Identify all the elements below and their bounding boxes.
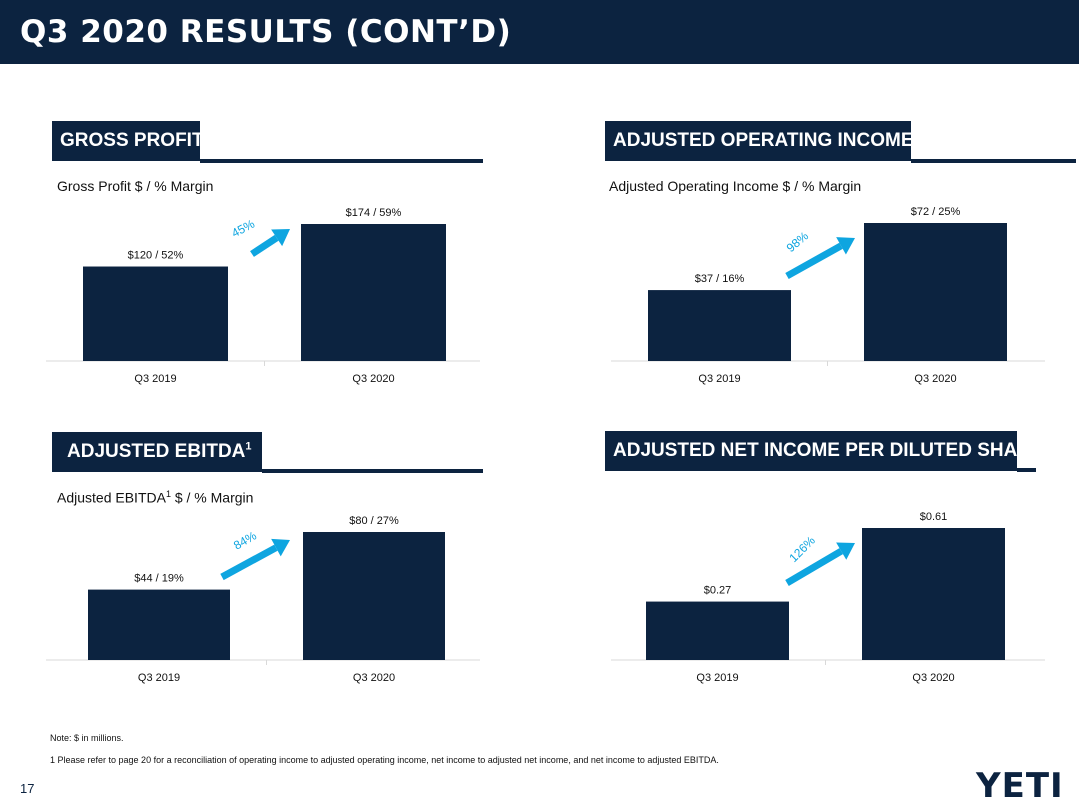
- data-label: $44 / 19%: [134, 573, 184, 585]
- bar: [83, 266, 228, 361]
- footnote-marker: 1: [1043, 439, 1050, 452]
- bar: [303, 532, 445, 660]
- panel-header-label: ADJUSTED EBITDA: [67, 441, 246, 462]
- bar: [88, 589, 230, 660]
- growth-arrow: [250, 234, 279, 257]
- footnote: 1 Please refer to page 20 for a reconcil…: [50, 755, 719, 765]
- x-tick-label: Q3 2020: [352, 373, 394, 385]
- chart-adjusted-operating-income: $37 / 16% Q3 2019 $72 / 25% Q3 2020 98%: [611, 206, 1045, 385]
- data-label: $0.27: [704, 585, 732, 597]
- x-tick-label: Q3 2020: [914, 373, 956, 385]
- bar: [301, 224, 446, 361]
- growth-arrow-head: [836, 237, 855, 255]
- x-tick-label: Q3 2019: [134, 373, 176, 385]
- data-label: $0.61: [920, 511, 948, 523]
- growth-label: 126%: [786, 533, 818, 565]
- growth-arrow: [220, 544, 278, 581]
- chart-subtitle: Adjusted EBITDA1 $ / % Margin: [57, 489, 254, 506]
- growth-arrow-head: [271, 538, 290, 557]
- data-label: $120 / 52%: [128, 250, 184, 262]
- chart-subtitle: Gross Profit $ / % Margin: [57, 178, 214, 194]
- growth-label: 45%: [229, 216, 257, 240]
- page-title: Q3 2020 RESULTS (CONT’D): [20, 14, 512, 50]
- header-rule: [200, 159, 483, 163]
- growth-label: 84%: [231, 528, 259, 552]
- growth-arrow-head: [271, 229, 290, 247]
- title-bar: Q3 2020 RESULTS (CONT’D): [0, 0, 1079, 64]
- growth-arrow: [785, 548, 843, 587]
- growth-label: 98%: [784, 229, 812, 255]
- header-rule: [262, 469, 483, 473]
- bar: [864, 223, 1007, 361]
- x-tick-label: Q3 2019: [138, 672, 180, 684]
- x-tick-label: Q3 2019: [698, 373, 740, 385]
- panel-header-adjusted-ebitda: ADJUSTED EBITDA1: [52, 432, 262, 472]
- x-tick-label: Q3 2020: [912, 672, 954, 684]
- page-number: 17: [20, 781, 35, 796]
- data-label: $72 / 25%: [911, 206, 961, 218]
- chart-adjusted-ebitda: $44 / 19% Q3 2019 $80 / 27% Q3 2020 84%: [46, 515, 480, 684]
- data-label: $174 / 59%: [346, 207, 402, 219]
- footnote-marker: 1: [245, 440, 252, 453]
- x-tick-label: Q3 2019: [696, 672, 738, 684]
- data-label: $80 / 27%: [349, 515, 399, 527]
- panel-header-gross-profit: GROSS PROFIT: [52, 121, 204, 161]
- panel-header-adjusted-net-income-per-diluted-share: ADJUSTED NET INCOME PER DILUTED SHARE1: [605, 431, 1050, 471]
- yeti-logo: YETI: [976, 766, 1064, 806]
- data-label: $37 / 16%: [695, 273, 745, 285]
- x-tick-label: Q3 2020: [353, 672, 395, 684]
- growth-arrow: [785, 242, 843, 280]
- chart-subtitle: Adjusted Operating Income $ / % Margin: [609, 178, 862, 194]
- bar: [862, 528, 1005, 660]
- footnote-marker: 1: [913, 129, 920, 142]
- panel-header-label: GROSS PROFIT: [60, 130, 204, 151]
- chart-gross-profit: $120 / 52% Q3 2019 $174 / 59% Q3 2020 45%: [46, 207, 480, 385]
- panel-header-label: ADJUSTED OPERATING INCOME: [613, 130, 914, 151]
- note: Note: $ in millions.: [50, 733, 124, 743]
- panel-header-adjusted-operating-income: ADJUSTED OPERATING INCOME1: [605, 121, 920, 161]
- header-rule: [1017, 468, 1036, 472]
- bar: [648, 290, 791, 361]
- bar: [646, 601, 789, 660]
- header-rule: [911, 159, 1076, 163]
- panel-header-label: ADJUSTED NET INCOME PER DILUTED SHARE: [613, 440, 1044, 461]
- chart-adjusted-net-income-per-share: $0.27 Q3 2019 $0.61 Q3 2020 126%: [611, 511, 1045, 684]
- growth-arrow-head: [836, 542, 855, 560]
